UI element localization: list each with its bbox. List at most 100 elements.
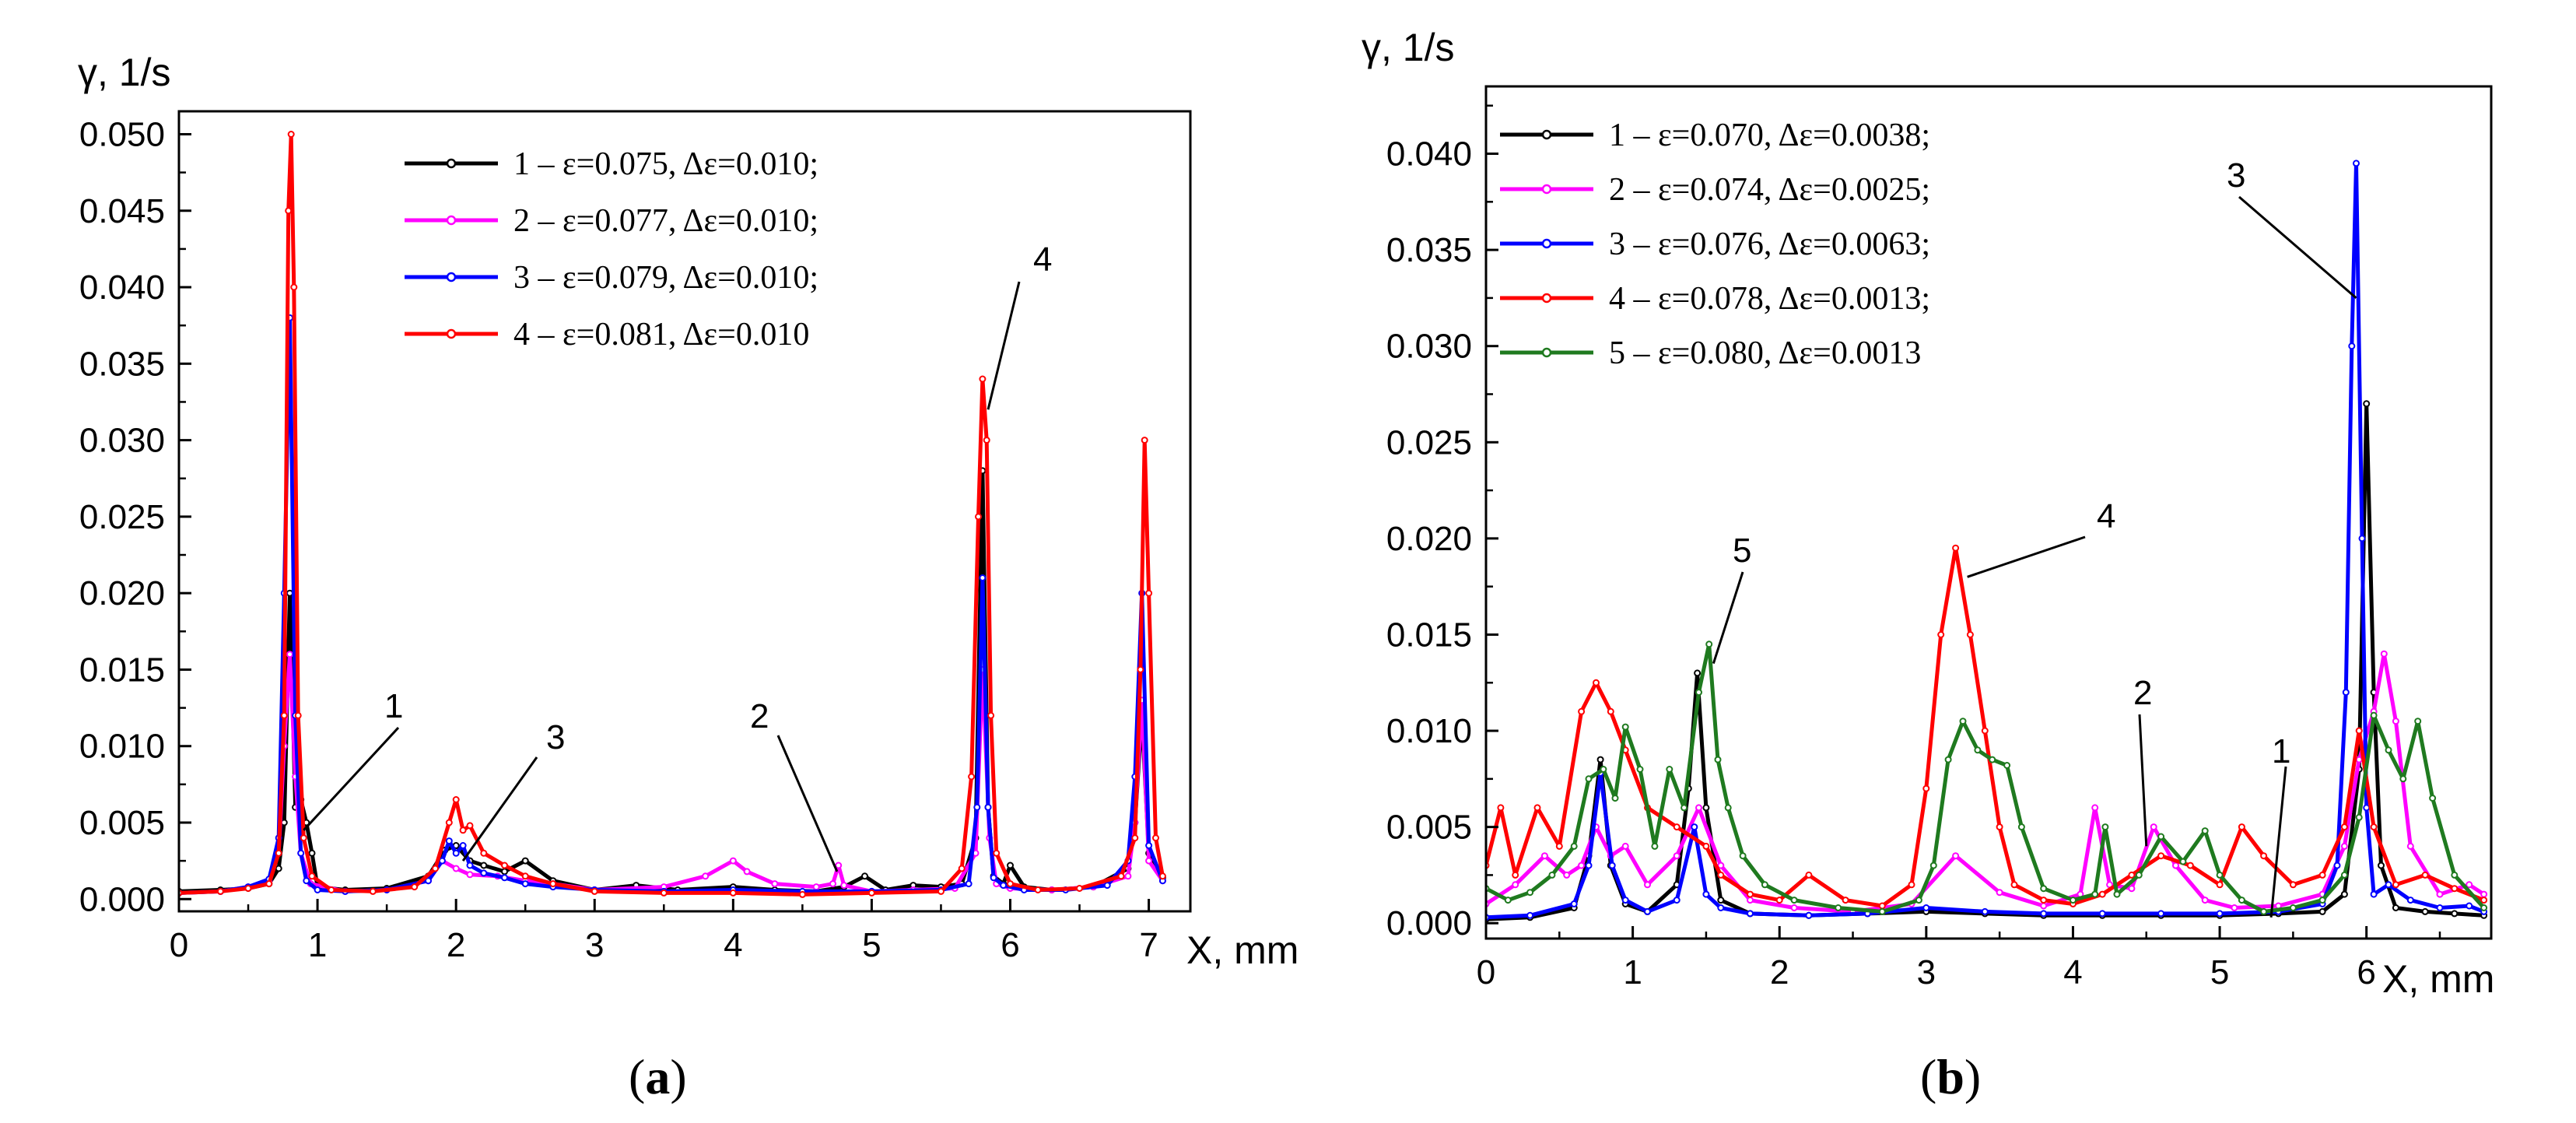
panel-b-series-4-point — [2421, 871, 2429, 879]
panel-a-series-4-point — [445, 819, 453, 826]
panel-a-series-3-point — [480, 869, 488, 877]
panel-b-series-5-point — [1600, 766, 1607, 773]
panel-a-series-4-point — [216, 887, 224, 895]
panel-a-x-tick-label-6: 6 — [1001, 926, 1019, 964]
panel-b-callouts-group: 1 2 3 4 5 — [1712, 156, 2357, 918]
panel-b-series-5-point — [1666, 766, 1674, 773]
panel-a-series-2-point — [1145, 857, 1153, 865]
panel-a-series-3-point — [314, 886, 321, 893]
panel-b-y-tick-label-0.020: 0.020 — [1386, 520, 1472, 558]
panel-b-series-4-point — [2370, 823, 2378, 831]
panel-a-series-4-point — [294, 711, 302, 719]
panel-a-series-4-point — [480, 849, 488, 857]
panel-b-series-3-point — [1585, 862, 1593, 869]
panel-a-plot-frame — [177, 110, 1192, 913]
panel-b-series-5-point — [1790, 897, 1798, 904]
panel-b-series-3-point — [2040, 910, 2048, 918]
panel-b-series-4-point — [2238, 823, 2245, 831]
panel-b-callout-label-1: 1 — [2272, 732, 2290, 770]
panel-a-y-axis-title: γ, 1/s — [78, 51, 170, 94]
panel-a-series-2-point — [286, 651, 293, 658]
panel-a-series-3-point — [979, 574, 987, 581]
panel-b-series-3-point — [1644, 907, 1651, 915]
panel-a-series-2-point — [840, 882, 848, 890]
panel-b-series-5-point — [2135, 871, 2143, 879]
panel-b-series-4-point — [1996, 823, 2003, 831]
panel-a-series-1-point — [275, 865, 282, 872]
panel-a-series-3-point — [521, 880, 529, 888]
panel-a-callout-label-4: 4 — [1033, 240, 1052, 279]
panel-b-series-4-point — [1805, 871, 1813, 879]
panel-b-series-3-point — [1608, 862, 1616, 869]
panel-b-series-5-point — [2260, 907, 2268, 915]
panel-b-series-4-point — [1702, 842, 1710, 850]
panel-b-series-5-point — [1585, 775, 1593, 783]
panel-b-series-5-point — [1878, 907, 1886, 915]
panel-b-series-3-point — [1981, 907, 1989, 915]
panel-b-series-3-point — [1805, 911, 1813, 919]
panel-b-series-5-point — [2399, 775, 2407, 783]
panel-b-series-2-point — [2040, 902, 2048, 910]
panel-a-y-tick-label-0.030: 0.030 — [79, 422, 165, 460]
panel-b-series-4-point — [2260, 852, 2268, 860]
panel-b-series-5-point — [2179, 858, 2187, 865]
panel-b-series-5-point — [1651, 842, 1659, 850]
panel-b-series-5-point — [1681, 804, 1688, 812]
panel-a-series-4-point — [867, 889, 875, 897]
panel-a-series-4-point — [549, 880, 557, 888]
panel-b-series-5-point — [2070, 897, 2077, 904]
panel-b-series-3-point — [2098, 910, 2106, 918]
panel-a-x-tick-label-7: 7 — [1139, 926, 1158, 964]
panel-b-label: (b) — [1920, 1049, 1981, 1104]
panel-b-series-5-point — [2385, 746, 2392, 754]
panel-a-x-tick-label-1: 1 — [308, 926, 327, 964]
panel-b-series-4-point — [2216, 881, 2224, 889]
panel-a-y-tick-label-0.010: 0.010 — [79, 728, 165, 766]
panel-b-series-4-point — [2451, 885, 2459, 893]
panel-b-series-2-point — [2340, 842, 2348, 850]
panel-b-series-2-point — [2355, 756, 2363, 763]
panel-b-y-axis-title: γ, 1/s — [1362, 26, 1454, 69]
panel-a-y-tick-label-0.005: 0.005 — [79, 804, 165, 842]
panel-a-series-3-point — [973, 803, 981, 811]
panel-a-series-2-point — [835, 862, 843, 869]
panel-b-series-2-point — [1621, 842, 1629, 850]
panel-b-series-2-point — [1790, 904, 1798, 911]
panel-b-y-tick-label-0.030: 0.030 — [1386, 328, 1472, 366]
panel-a-series-4-point — [1158, 872, 1166, 880]
panel-b-series-5-point — [2318, 897, 2326, 904]
panel-a-series-2-point — [829, 880, 836, 888]
panel-b-series-3-point — [2342, 689, 2350, 697]
panel-a-series-4-point — [275, 849, 282, 857]
panel-a-series-4-point — [369, 887, 377, 895]
panel-b-series-3-point — [2353, 160, 2360, 167]
panel-b-series-4-point — [1593, 679, 1600, 686]
panel-b-series-2-point — [1563, 871, 1571, 879]
panel-a-y-tick-label-0.045: 0.045 — [79, 192, 165, 230]
panel-a-series-4-point — [411, 883, 419, 891]
panel-b-series-4-point — [1878, 902, 1886, 910]
panel-b-series-4-point — [2040, 897, 2048, 904]
panel-a-series-4-point — [1141, 437, 1148, 444]
panel-b-series-4-point — [2355, 727, 2363, 735]
panel-b-series-1-point — [2363, 400, 2371, 408]
panel-b-series-5-point — [1724, 804, 1732, 812]
panel-b-series-4-point — [2157, 852, 2165, 860]
panel-b-series-3-point — [2216, 910, 2224, 918]
panel-b-series-5-point — [2091, 890, 2099, 898]
panel-b-callout-line-5 — [1712, 571, 1744, 664]
panel-b-ticks-group: 0 1 2 3 4 5 6 0.000 0.005 0.010 0.015 0.020 0.025 0.0… — [1386, 104, 2441, 991]
panel-b-series-2-point — [1578, 862, 1586, 869]
panel-b-legend-marker-4 — [1541, 293, 1552, 304]
panel-a-series-4-point — [501, 862, 508, 869]
panel-b-series-3-point — [1747, 910, 1754, 918]
panel-b-series-1-point — [1694, 669, 1702, 677]
panel-a-series-4-point — [979, 375, 987, 383]
panel-b-x-tick-label-5: 5 — [2210, 953, 2229, 991]
panel-b-series-4-point — [2010, 881, 2018, 889]
panel-b-callout-label-2: 2 — [2133, 674, 2152, 712]
panel-a-series-3-point — [425, 877, 432, 885]
panel-b-series-4-point — [1952, 544, 1960, 552]
panel-b-legend-label-3: 3 – ε=0.076, Δε=0.0063; — [1609, 226, 1930, 262]
panel-b-series-5-point — [1526, 889, 1534, 897]
